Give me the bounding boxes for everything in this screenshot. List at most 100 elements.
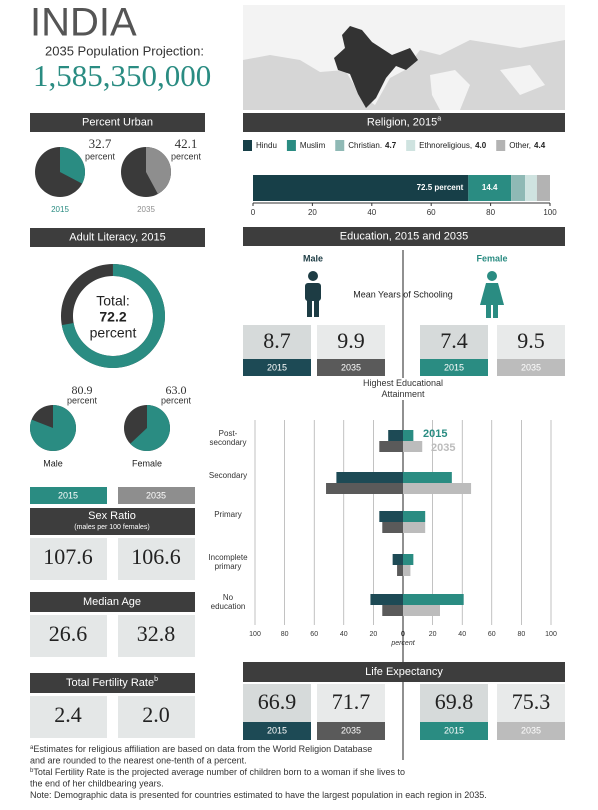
indicator-value: 26.6 <box>49 621 88 646</box>
section-title: Adult Literacy, 2015 <box>69 231 165 243</box>
religion-bar <box>525 175 537 201</box>
page-title: INDIA <box>30 1 137 45</box>
x-tick-label: 0 <box>401 631 405 638</box>
legend-label: Hindu <box>256 141 277 150</box>
indicator-value: 32.8 <box>137 621 176 646</box>
legend-swatch <box>286 140 296 151</box>
bar-female <box>403 565 411 576</box>
category-box: No education <box>210 593 246 611</box>
indicator-value: 2.0 <box>142 702 170 727</box>
bar-female <box>403 483 472 494</box>
category-label: Post-secondary <box>209 429 247 447</box>
legend-swatch <box>496 140 506 151</box>
bar-female <box>403 594 464 605</box>
title-note: b <box>154 676 158 683</box>
religion-bar <box>468 175 512 201</box>
footnote-text: Note: Demographic data is presented for … <box>30 790 487 800</box>
year-chip <box>30 487 107 504</box>
year-chip <box>118 487 195 504</box>
population: 1,585,350,000 <box>33 58 211 93</box>
year-strip <box>420 722 488 740</box>
year-strip <box>317 722 385 740</box>
section-header <box>30 508 195 535</box>
x-tick-label: 60 <box>427 208 436 217</box>
section-note: (males per 100 females) <box>74 524 149 531</box>
legend-label: 2015 <box>423 428 447 440</box>
x-tick-label: 0 <box>251 208 256 217</box>
bar-male <box>388 430 403 441</box>
map-land <box>500 65 545 95</box>
value-box <box>118 696 195 738</box>
bar-male <box>326 483 403 494</box>
footnote-mark: a <box>30 745 34 751</box>
section-header <box>243 113 565 132</box>
value-box <box>497 325 565 359</box>
bar-female <box>403 441 423 452</box>
category-box: Primary <box>214 510 242 519</box>
x-tick-label: 0 <box>401 631 405 638</box>
legend-value: 4.0 <box>475 141 487 150</box>
footnote: the end of her childbearing years. <box>30 779 164 789</box>
x-tick-label: 60 <box>310 631 318 638</box>
pie-category: Female <box>132 458 162 468</box>
year-strip-label: 2035 <box>521 725 541 735</box>
bar-male <box>379 511 403 522</box>
footnote-text: Total Fertility Rate is the projected av… <box>33 767 405 777</box>
indicator-value: 106.6 <box>131 544 181 569</box>
year-strip-label: 2015 <box>444 725 464 735</box>
year-strip <box>317 359 385 376</box>
pie-unit: percent <box>85 151 116 161</box>
year-strip-label: 2015 <box>444 362 464 372</box>
bar-male <box>379 441 403 452</box>
legend-label: 2035 <box>431 442 455 454</box>
category-box: Incomplete primary <box>208 553 247 571</box>
donut-value: 72.2 <box>99 309 126 325</box>
x-tick-label: 40 <box>458 631 466 638</box>
group-label: Male <box>303 253 323 263</box>
value-box <box>30 538 107 580</box>
x-tick-label: 100 <box>543 208 557 217</box>
x-tick-label: 80 <box>486 208 495 217</box>
section-title: Sex Ratio <box>88 510 136 522</box>
bar-male <box>382 605 403 616</box>
year-strip-label: 2015 <box>267 725 287 735</box>
pie-value: 32.7 <box>89 136 112 151</box>
bar-male <box>382 522 403 533</box>
male-icon <box>305 271 321 317</box>
category-label: No education <box>210 593 246 611</box>
subtitle-box: Highest Educational Attainment <box>358 378 448 400</box>
bar-male <box>370 594 403 605</box>
bar-female <box>403 605 440 616</box>
footnote: aEstimates for religious affiliation are… <box>30 744 372 754</box>
category-box: Post-secondary <box>209 429 247 447</box>
value-box <box>497 684 565 722</box>
section-title: Religion, 2015a <box>367 115 441 128</box>
pie-value: 63.0 <box>166 383 187 397</box>
indicator-value: 107.6 <box>43 544 93 569</box>
footnote-text: Estimates for religious affiliation are … <box>33 744 372 754</box>
pie-value: 42.1 <box>175 136 198 151</box>
legend-label: Muslim <box>300 141 326 150</box>
pie-category: Male <box>43 458 63 468</box>
value-box <box>420 684 488 722</box>
category-label: Primary <box>214 510 242 519</box>
section-title: Education, 2015 and 2035 <box>340 230 468 242</box>
bar-female <box>403 522 426 533</box>
map-land <box>430 70 470 110</box>
female-icon <box>480 271 504 318</box>
footnote-text: the end of her childbearing years. <box>30 779 164 789</box>
x-tick-label: 80 <box>281 631 289 638</box>
box-value: 66.9 <box>258 689 297 714</box>
religion-bar <box>253 175 469 201</box>
bar-male <box>336 472 403 483</box>
value-box <box>30 696 107 738</box>
bar-male <box>392 554 403 565</box>
pie-year: 2035 <box>137 205 155 214</box>
bar-label: 72.5 percent <box>417 183 464 192</box>
value-box <box>317 325 385 359</box>
pie-value: 80.9 <box>72 383 93 397</box>
legend-swatch <box>406 140 416 151</box>
title-note: a <box>437 115 441 122</box>
